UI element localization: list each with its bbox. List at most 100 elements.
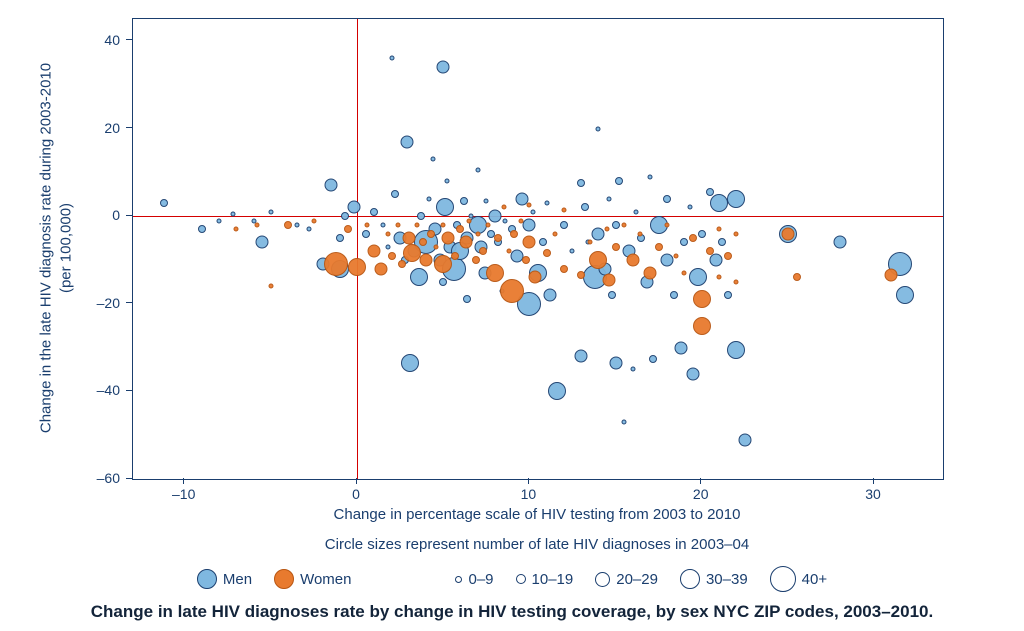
x-tick-label: 0 bbox=[352, 486, 360, 502]
figure-caption: Change in late HIV diagnoses rate by cha… bbox=[0, 602, 1024, 622]
point-women bbox=[344, 225, 352, 233]
point-women bbox=[402, 232, 415, 245]
legend-size-0: 0–9 bbox=[455, 571, 493, 588]
point-men bbox=[460, 197, 468, 205]
point-women bbox=[734, 231, 739, 236]
point-women bbox=[441, 222, 446, 227]
x-tick bbox=[356, 478, 357, 484]
x-tick-label: 30 bbox=[865, 486, 881, 502]
point-men bbox=[417, 212, 425, 220]
y-tick bbox=[126, 127, 132, 128]
legend-size-marker-1 bbox=[516, 574, 526, 584]
point-women bbox=[637, 231, 642, 236]
point-men bbox=[687, 367, 700, 380]
legend-size-marker-3 bbox=[680, 569, 700, 589]
point-women bbox=[724, 252, 732, 260]
point-men bbox=[680, 238, 688, 246]
legend-item-women: Women bbox=[274, 569, 351, 589]
point-women bbox=[561, 207, 566, 212]
x-tick-label: 10 bbox=[521, 486, 537, 502]
point-women bbox=[602, 273, 615, 286]
x-tick bbox=[873, 478, 874, 484]
point-women bbox=[518, 218, 523, 223]
point-men bbox=[217, 218, 222, 223]
point-women bbox=[587, 240, 592, 245]
point-men bbox=[560, 221, 568, 229]
point-women bbox=[543, 249, 551, 257]
point-men bbox=[362, 230, 370, 238]
point-men bbox=[336, 234, 344, 242]
point-men bbox=[444, 179, 449, 184]
figure: Change in the late HIV diagnosis rate du… bbox=[0, 0, 1024, 631]
point-women bbox=[459, 236, 472, 249]
y-tick bbox=[126, 302, 132, 303]
point-women bbox=[689, 234, 697, 242]
point-women bbox=[604, 227, 609, 232]
point-men bbox=[609, 356, 622, 369]
point-men bbox=[401, 135, 414, 148]
point-women bbox=[398, 260, 406, 268]
point-men bbox=[630, 367, 635, 372]
legend-size-2: 20–29 bbox=[595, 571, 658, 588]
point-men bbox=[380, 222, 385, 227]
point-men bbox=[294, 222, 299, 227]
legend-marker-men bbox=[197, 569, 217, 589]
point-men bbox=[663, 195, 671, 203]
point-women bbox=[655, 243, 663, 251]
legend-size-label-1: 10–19 bbox=[532, 571, 574, 588]
y-tick bbox=[126, 478, 132, 479]
point-women bbox=[622, 222, 627, 227]
point-men bbox=[670, 291, 678, 299]
point-men bbox=[648, 174, 653, 179]
y-tick-label: 20 bbox=[104, 120, 120, 136]
point-women bbox=[682, 271, 687, 276]
point-women bbox=[284, 221, 292, 229]
point-women bbox=[716, 275, 721, 280]
ref-vline bbox=[357, 19, 358, 479]
point-women bbox=[475, 231, 480, 236]
legend-size-label-3: 30–39 bbox=[706, 571, 748, 588]
point-women bbox=[793, 273, 801, 281]
legend: Men Women 0–9 10–19 20–29 30–39 40+ bbox=[0, 566, 1024, 592]
legend-size-label-4: 40+ bbox=[802, 571, 827, 588]
point-men bbox=[341, 212, 349, 220]
y-axis-label-line1: Change in the late HIV diagnosis rate du… bbox=[38, 63, 55, 433]
point-men bbox=[539, 238, 547, 246]
point-women bbox=[577, 271, 585, 279]
point-women bbox=[486, 264, 504, 282]
point-men bbox=[608, 291, 616, 299]
point-men bbox=[577, 179, 585, 187]
legend-size-label-0: 0–9 bbox=[468, 571, 493, 588]
point-men bbox=[833, 236, 846, 249]
point-men bbox=[544, 289, 557, 302]
point-men bbox=[437, 61, 450, 74]
point-men bbox=[738, 433, 751, 446]
y-tick-label: –20 bbox=[97, 295, 120, 311]
legend-marker-women bbox=[274, 569, 294, 589]
ref-hline bbox=[133, 216, 943, 217]
point-men bbox=[710, 194, 728, 212]
point-men bbox=[347, 201, 360, 214]
point-women bbox=[527, 203, 532, 208]
point-men bbox=[160, 199, 168, 207]
point-men bbox=[268, 209, 273, 214]
legend-size-4: 40+ bbox=[770, 566, 827, 592]
point-women bbox=[419, 253, 432, 266]
point-men bbox=[503, 218, 508, 223]
point-men bbox=[724, 291, 732, 299]
point-women bbox=[612, 243, 620, 251]
point-women bbox=[553, 231, 558, 236]
point-men bbox=[436, 198, 454, 216]
point-men bbox=[256, 236, 269, 249]
point-men bbox=[530, 209, 535, 214]
point-men bbox=[575, 350, 588, 363]
point-women bbox=[494, 234, 502, 242]
point-women bbox=[479, 247, 487, 255]
point-men bbox=[386, 244, 391, 249]
point-women bbox=[388, 252, 396, 260]
point-men bbox=[427, 196, 432, 201]
point-women bbox=[523, 236, 536, 249]
point-women bbox=[693, 317, 711, 335]
legend-size-label-2: 20–29 bbox=[616, 571, 658, 588]
point-men bbox=[523, 218, 536, 231]
